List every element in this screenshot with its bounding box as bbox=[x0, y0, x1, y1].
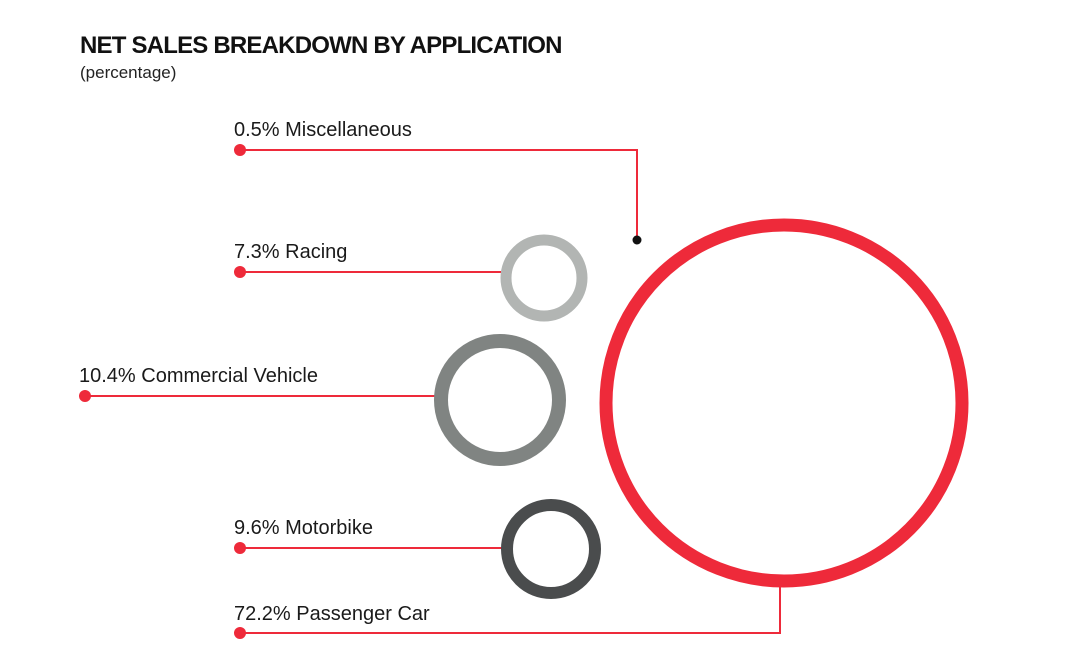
data-label-motorbike: 9.6% Motorbike bbox=[234, 517, 373, 539]
data-label-commercial-vehicle: 10.4% Commercial Vehicle bbox=[79, 365, 318, 387]
connector-line-miscellaneous bbox=[240, 149, 638, 240]
data-label-miscellaneous: 0.5% Miscellaneous bbox=[234, 119, 412, 141]
bubble-miscellaneous bbox=[632, 235, 642, 245]
marker-dot-passenger-car bbox=[234, 627, 246, 639]
chart-title: NET SALES BREAKDOWN BY APPLICATION bbox=[80, 32, 563, 59]
bubble-commercial-vehicle bbox=[434, 334, 566, 466]
data-label-racing: 7.3% Racing bbox=[234, 241, 347, 263]
bubble-motorbike bbox=[501, 499, 601, 599]
bubble-passenger-car bbox=[599, 218, 969, 588]
marker-dot-miscellaneous bbox=[234, 144, 246, 156]
marker-dot-racing bbox=[234, 266, 246, 278]
data-label-passenger-car: 72.2% Passenger Car bbox=[234, 603, 430, 625]
connector-line-passenger-car bbox=[240, 585, 781, 634]
chart-subtitle: (percentage) bbox=[80, 63, 177, 82]
bubble-racing bbox=[500, 234, 588, 322]
marker-dot-motorbike bbox=[234, 542, 246, 554]
marker-dot-commercial-vehicle bbox=[79, 390, 91, 402]
